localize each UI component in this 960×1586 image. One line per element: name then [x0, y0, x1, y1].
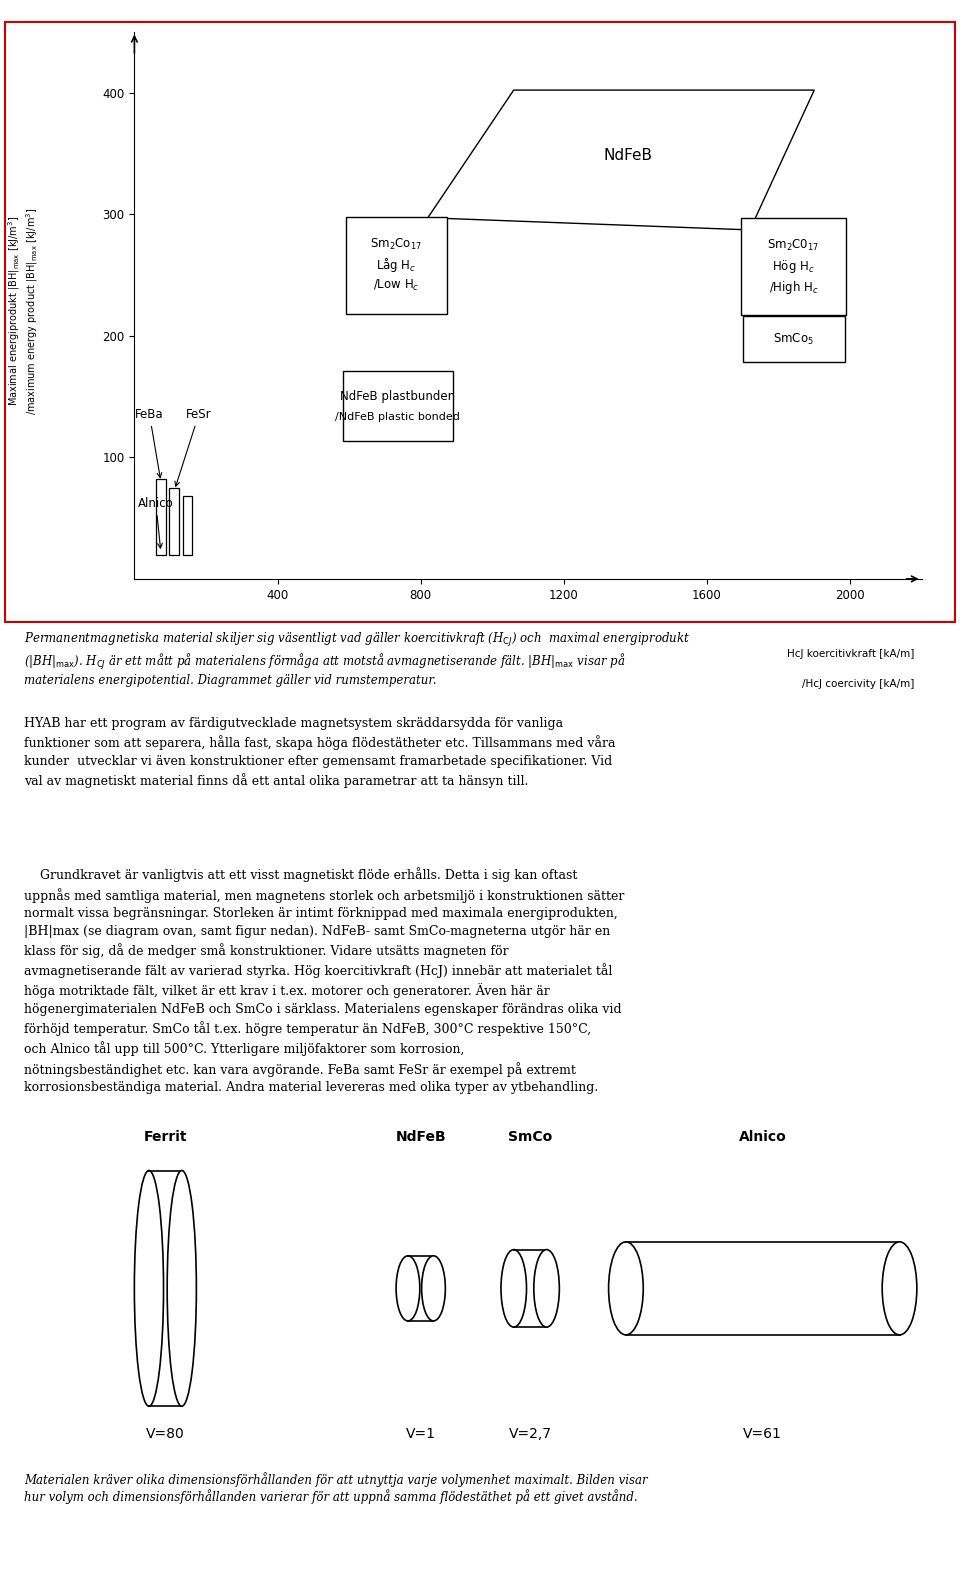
Ellipse shape [534, 1250, 560, 1327]
Text: Ferrit: Ferrit [144, 1131, 187, 1144]
Text: Maximal energiprodukt |BH|$_{\mathrm{max}}$ [kJ/m$^3$]
/maximum energy product |: Maximal energiprodukt |BH|$_{\mathrm{max… [7, 208, 40, 416]
Ellipse shape [501, 1250, 526, 1327]
Bar [170, 488, 180, 555]
Ellipse shape [167, 1170, 197, 1407]
Text: SmCo$_5$: SmCo$_5$ [773, 331, 814, 347]
Bar [514, 1250, 546, 1327]
Text: /Low H$_c$: /Low H$_c$ [373, 278, 420, 293]
Text: Permanentmagnetiska material skiljer sig väsentligt vad gäller koercitivkraft (H: Permanentmagnetiska material skiljer sig… [24, 631, 690, 687]
Text: V=61: V=61 [743, 1427, 782, 1442]
Bar [408, 1256, 434, 1321]
Ellipse shape [134, 1170, 163, 1407]
Text: V=1: V=1 [406, 1427, 436, 1442]
Text: Materialen kräver olika dimensionsförhållanden för att utnyttja varje volymenhet: Materialen kräver olika dimensionsförhål… [24, 1472, 648, 1504]
Bar [156, 479, 166, 555]
Ellipse shape [396, 1256, 420, 1321]
Text: Sm$_2$Co$_{17}$: Sm$_2$Co$_{17}$ [371, 236, 422, 252]
Text: /NdFeB plastic bonded: /NdFeB plastic bonded [335, 412, 460, 422]
Text: /High H$_c$: /High H$_c$ [769, 279, 819, 295]
Text: V=2,7: V=2,7 [509, 1427, 552, 1442]
Bar [183, 496, 192, 555]
Text: FeSr: FeSr [175, 408, 211, 487]
Text: Sm$_2$C0$_{17}$: Sm$_2$C0$_{17}$ [767, 238, 820, 254]
Text: FeBa: FeBa [135, 408, 164, 477]
Ellipse shape [882, 1242, 917, 1335]
Text: V=80: V=80 [146, 1427, 184, 1442]
Text: HᴄJ koercitivkraft [kA/m]: HᴄJ koercitivkraft [kA/m] [787, 649, 915, 660]
Bar [626, 1242, 900, 1335]
Ellipse shape [421, 1256, 445, 1321]
Bar [743, 316, 845, 363]
Text: Alnico: Alnico [138, 496, 174, 549]
Text: Alnico: Alnico [739, 1131, 786, 1144]
Ellipse shape [609, 1242, 643, 1335]
Polygon shape [428, 90, 814, 230]
Text: SmCo: SmCo [508, 1131, 552, 1144]
Text: HYAB har ett program av färdigutvecklade magnetsystem skräddarsydda för vanliga
: HYAB har ett program av färdigutvecklade… [24, 717, 615, 788]
Text: Hög H$_c$: Hög H$_c$ [772, 259, 815, 274]
Text: NdFeB: NdFeB [396, 1131, 446, 1144]
Bar [343, 371, 453, 441]
Text: /HᴄJ coercivity [kA/m]: /HᴄJ coercivity [kA/m] [802, 679, 915, 688]
Bar [741, 217, 847, 316]
Text: NdFeB plastbunden: NdFeB plastbunden [340, 390, 455, 403]
Text: Låg H$_c$: Låg H$_c$ [376, 257, 417, 274]
Text: NdFeB: NdFeB [604, 147, 653, 163]
Bar [346, 217, 447, 314]
Text: Grundkravet är vanligtvis att ett visst magnetiskt flöde erhålls. Detta i sig ka: Grundkravet är vanligtvis att ett visst … [24, 868, 624, 1094]
Bar [149, 1170, 181, 1407]
